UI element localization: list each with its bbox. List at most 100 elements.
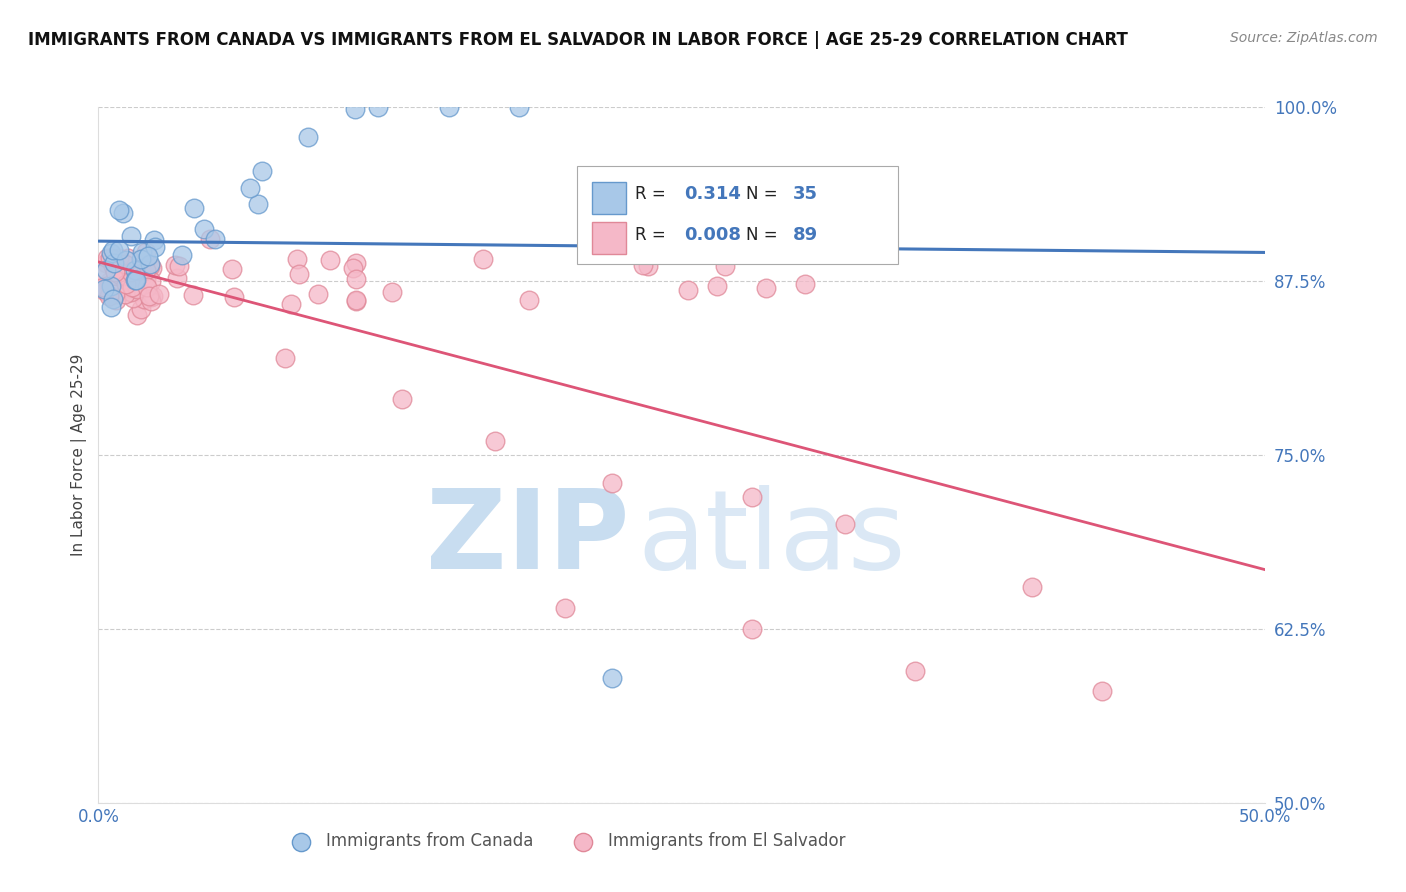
Point bbox=[200, 231, 222, 245]
Point bbox=[135, 245, 157, 260]
Point bbox=[484, 434, 506, 448]
Point bbox=[115, 277, 138, 291]
Point bbox=[138, 289, 160, 303]
Point bbox=[132, 292, 155, 306]
Point bbox=[344, 294, 367, 309]
Text: R =: R = bbox=[636, 226, 671, 244]
Point bbox=[600, 671, 623, 685]
Point bbox=[121, 280, 143, 294]
Point bbox=[288, 267, 311, 281]
Point bbox=[100, 300, 122, 314]
Point bbox=[148, 286, 170, 301]
Point bbox=[108, 265, 131, 279]
Point bbox=[98, 274, 121, 288]
Point bbox=[141, 294, 163, 309]
Point bbox=[183, 201, 205, 215]
Point bbox=[143, 240, 166, 254]
Point bbox=[437, 100, 460, 114]
Point bbox=[166, 271, 188, 285]
Point bbox=[104, 287, 127, 301]
Point bbox=[120, 285, 142, 299]
Point bbox=[169, 260, 191, 274]
Point bbox=[108, 268, 131, 283]
Point bbox=[120, 274, 142, 288]
Point bbox=[127, 281, 149, 295]
Point bbox=[637, 259, 659, 273]
Point bbox=[118, 281, 141, 295]
Point bbox=[143, 233, 166, 247]
Point bbox=[120, 229, 142, 244]
Point bbox=[139, 290, 162, 304]
Point bbox=[181, 288, 204, 302]
Text: 35: 35 bbox=[793, 185, 818, 202]
Point bbox=[98, 289, 121, 303]
Point bbox=[132, 261, 155, 276]
Point bbox=[97, 278, 120, 293]
Point bbox=[110, 277, 132, 291]
Point bbox=[108, 267, 131, 281]
Point bbox=[107, 244, 129, 258]
Point bbox=[472, 252, 495, 267]
Point bbox=[280, 297, 302, 311]
Point bbox=[136, 280, 159, 294]
Point bbox=[755, 281, 778, 295]
Point bbox=[631, 258, 654, 272]
Point bbox=[794, 277, 817, 291]
Point bbox=[741, 622, 763, 636]
Point bbox=[115, 252, 138, 267]
Point bbox=[93, 266, 115, 280]
Point bbox=[706, 279, 728, 293]
Point bbox=[100, 278, 122, 293]
Point bbox=[135, 263, 157, 277]
Point bbox=[127, 308, 149, 322]
Point bbox=[134, 272, 156, 286]
Text: Source: ZipAtlas.com: Source: ZipAtlas.com bbox=[1230, 31, 1378, 45]
Point bbox=[221, 261, 243, 276]
Text: R =: R = bbox=[636, 185, 671, 202]
Text: N =: N = bbox=[747, 185, 783, 202]
Point bbox=[318, 252, 340, 267]
Point bbox=[1091, 684, 1114, 698]
Point bbox=[380, 285, 402, 299]
Point bbox=[224, 290, 246, 304]
Point bbox=[114, 287, 136, 301]
Point bbox=[100, 246, 122, 260]
Text: 89: 89 bbox=[793, 226, 818, 244]
Text: 0.314: 0.314 bbox=[685, 185, 741, 202]
Point bbox=[96, 251, 118, 265]
Point bbox=[714, 259, 737, 273]
Text: 0.008: 0.008 bbox=[685, 226, 741, 244]
Point bbox=[165, 258, 187, 272]
Point bbox=[600, 475, 623, 490]
Point bbox=[246, 197, 269, 211]
Point bbox=[124, 262, 146, 277]
Point bbox=[122, 291, 145, 305]
Point bbox=[297, 130, 319, 145]
Point bbox=[114, 256, 136, 270]
FancyBboxPatch shape bbox=[592, 222, 626, 254]
Point bbox=[138, 257, 160, 271]
Point bbox=[96, 263, 118, 277]
Point bbox=[676, 284, 699, 298]
Point bbox=[554, 601, 576, 615]
Point bbox=[101, 260, 124, 274]
Point bbox=[307, 286, 329, 301]
Point bbox=[136, 249, 159, 263]
Point bbox=[517, 293, 540, 308]
Point bbox=[131, 270, 153, 285]
Point bbox=[101, 243, 124, 257]
Point bbox=[250, 164, 273, 178]
Point bbox=[107, 251, 129, 265]
Text: IMMIGRANTS FROM CANADA VS IMMIGRANTS FROM EL SALVADOR IN LABOR FORCE | AGE 25-29: IMMIGRANTS FROM CANADA VS IMMIGRANTS FRO… bbox=[28, 31, 1128, 49]
Point bbox=[172, 247, 194, 261]
Point bbox=[142, 288, 165, 302]
Point bbox=[834, 517, 856, 532]
Point bbox=[104, 263, 127, 277]
Legend: Immigrants from Canada, Immigrants from El Salvador: Immigrants from Canada, Immigrants from … bbox=[278, 826, 852, 857]
Point bbox=[131, 245, 153, 260]
Point bbox=[344, 293, 367, 307]
Point bbox=[100, 251, 122, 265]
FancyBboxPatch shape bbox=[592, 182, 626, 213]
Point bbox=[115, 274, 138, 288]
Point bbox=[94, 284, 117, 298]
